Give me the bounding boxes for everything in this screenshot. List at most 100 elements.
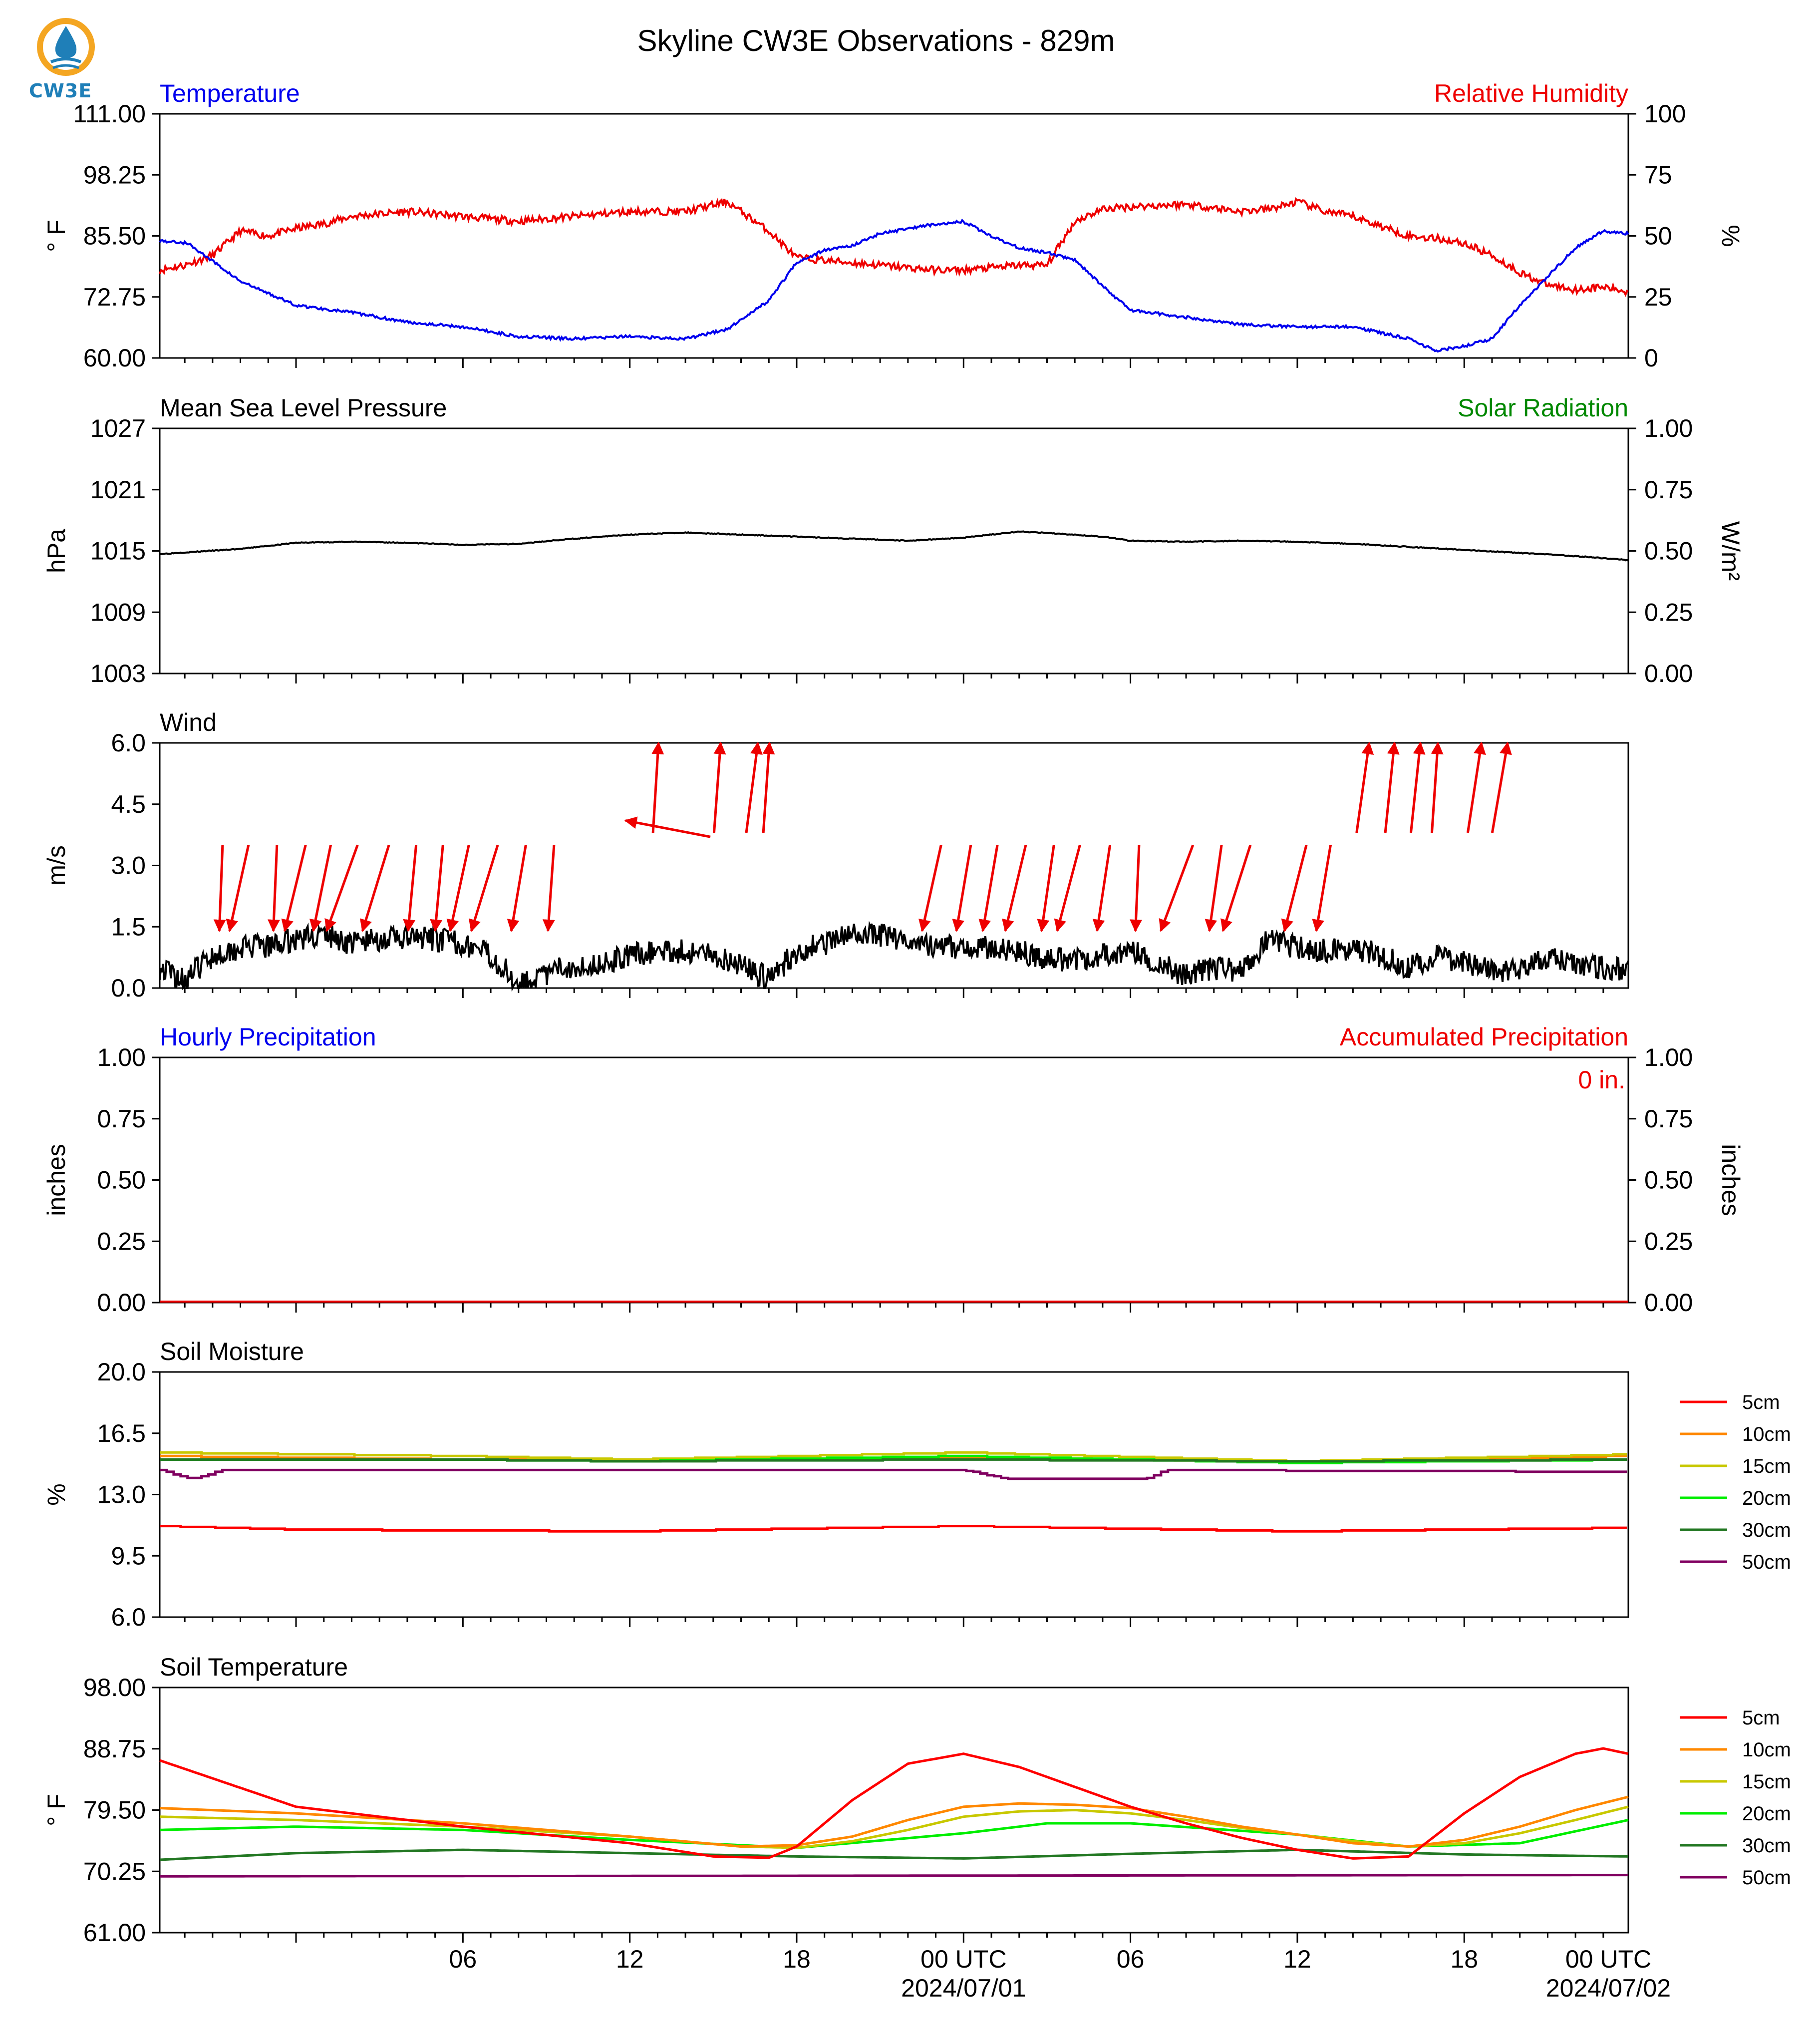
relative-humidity-line	[159, 197, 1629, 297]
soil_moisture-legend-label: 30cm	[1742, 1519, 1791, 1541]
wind-direction-arrow	[542, 845, 556, 932]
wind-direction-arrow	[712, 741, 726, 833]
pressure-right-tick-label: 0.75	[1644, 476, 1693, 504]
wind-direction-arrow	[651, 741, 664, 833]
precip-left-tick-label: 0.25	[97, 1227, 146, 1255]
soil_temp-legend-label: 10cm	[1742, 1739, 1791, 1761]
precip-total-label: 0 in.	[1578, 1066, 1625, 1094]
temp_rh-left-tick-label: 85.50	[83, 222, 146, 250]
soil_temp-left-title: Soil Temperature	[160, 1653, 348, 1681]
wind-direction-arrow	[226, 845, 250, 932]
pressure-right-tick-label: 0.00	[1644, 660, 1693, 687]
precip-left-tick-label: 0.50	[97, 1166, 146, 1194]
temp_rh-left-tick-label: 60.00	[83, 344, 146, 372]
soil_moisture-legend-label: 5cm	[1742, 1391, 1780, 1413]
wind-direction-arrow	[1312, 845, 1332, 932]
pressure-axes-frame	[159, 427, 1629, 675]
soil_temp-left-tick-label: 79.50	[83, 1796, 146, 1824]
precip-left-y-label: inches	[42, 1144, 70, 1216]
precip-left-tick-label: 0.75	[97, 1105, 146, 1133]
wind-direction-arrow	[309, 845, 332, 932]
wind-direction-arrow	[468, 844, 499, 932]
precip-right-y-label: inches	[1717, 1144, 1745, 1216]
temp_rh-right-y-label: %	[1717, 225, 1745, 247]
wind-left-tick-label: 4.5	[111, 790, 146, 818]
wind-direction-arrow	[1092, 845, 1112, 932]
wind-direction-arrow	[360, 844, 390, 932]
wind-direction-arrow	[762, 741, 775, 833]
precip-right-tick-label: 0.25	[1644, 1227, 1693, 1255]
soil_moisture-left-tick-label: 9.5	[111, 1542, 146, 1570]
x-tick-label: 06	[449, 1945, 477, 1973]
wind-direction-arrow	[918, 845, 942, 932]
wind-direction-arrow	[745, 741, 763, 833]
soil-moisture-5cm-line	[160, 1525, 1627, 1533]
temperature-line	[159, 218, 1629, 353]
wind-direction-arrow	[324, 844, 359, 932]
precip-right-tick-label: 0.75	[1644, 1105, 1693, 1133]
precip-left-tick-label: 1.00	[97, 1043, 146, 1071]
cw3e-logo-icon	[37, 18, 95, 76]
pressure-left-y-label: hPa	[42, 529, 70, 573]
soil_temp-legend-label: 20cm	[1742, 1803, 1791, 1825]
soil_temp-left-tick-label: 98.00	[83, 1674, 146, 1701]
x-tick-label: 00 UTC	[920, 1945, 1006, 1973]
soil_temp-legend-label: 50cm	[1742, 1867, 1791, 1889]
soil_moisture-left-tick-label: 20.0	[97, 1358, 146, 1386]
precip-right-tick-label: 0.00	[1644, 1289, 1693, 1317]
x-tick-label: 12	[1283, 1945, 1311, 1973]
wind-direction-arrow	[978, 845, 999, 932]
pressure-right-title: Solar Radiation	[1458, 394, 1628, 422]
pressure-right-tick-label: 1.00	[1644, 414, 1693, 442]
temp_rh-right-tick-label: 75	[1644, 161, 1672, 189]
wind-left-tick-label: 3.0	[111, 852, 146, 880]
temp_rh-left-title: Temperature	[160, 79, 300, 107]
soil-temp-30cm-line	[159, 1848, 1629, 1861]
pressure-left-tick-label: 1021	[90, 476, 146, 504]
wind-direction-arrow	[281, 844, 307, 932]
wind-direction-arrow	[1220, 844, 1252, 932]
soil_temp-legend-label: 30cm	[1742, 1835, 1791, 1857]
wind-direction-arrow	[430, 845, 444, 932]
temp_rh-right-tick-label: 50	[1644, 222, 1672, 250]
precip-left-title: Hourly Precipitation	[160, 1023, 376, 1051]
pressure-line	[159, 530, 1629, 562]
logo-text: CW3E	[29, 80, 92, 102]
temp_rh-right-tick-label: 100	[1644, 100, 1686, 128]
soil-temp-50cm-line	[160, 1874, 1629, 1878]
pressure-left-tick-label: 1015	[90, 537, 146, 565]
wind-direction-arrow	[1281, 844, 1308, 932]
wind-left-tick-label: 6.0	[111, 729, 146, 757]
x-tick-label: 18	[783, 1945, 811, 1973]
wind-left-y-label: m/s	[42, 845, 70, 886]
x-tick-label: 00 UTC	[1565, 1945, 1651, 1973]
wind-direction-arrow	[1384, 741, 1400, 833]
soil_temp-legend-label: 15cm	[1742, 1771, 1791, 1793]
x-date-label: 2024/07/01	[901, 1974, 1026, 2002]
soil-moisture-30cm-line	[160, 1458, 1627, 1463]
soil_moisture-left-y-label: %	[42, 1483, 70, 1505]
wind-axes-frame	[159, 742, 1629, 989]
wind-direction-arrow	[446, 845, 470, 932]
wind-direction-arrow	[1355, 741, 1374, 833]
wind-direction-arrow	[1409, 741, 1426, 833]
soil_temp-left-y-label: ° F	[42, 1794, 70, 1826]
soil_temp-legend-label: 5cm	[1742, 1707, 1780, 1729]
x-tick-label: 12	[616, 1945, 644, 1973]
pressure-left-tick-label: 1003	[90, 660, 146, 687]
wind-direction-arrow	[507, 845, 527, 932]
x-tick-label: 18	[1450, 1945, 1478, 1973]
wind-direction-arrow	[1130, 845, 1143, 932]
pressure-left-title: Mean Sea Level Pressure	[160, 394, 447, 422]
temp_rh-right-title: Relative Humidity	[1434, 79, 1628, 107]
soil_moisture-axes-frame	[159, 1371, 1629, 1618]
temp_rh-right-tick-label: 25	[1644, 283, 1672, 311]
wind-direction-arrow	[1002, 845, 1027, 932]
pressure-left-tick-label: 1009	[90, 598, 146, 626]
wind-direction-arrow	[1430, 741, 1444, 833]
wind-left-tick-label: 1.5	[111, 913, 146, 941]
wind-direction-arrow	[268, 845, 281, 932]
pressure-right-y-label: W/m²	[1717, 521, 1745, 581]
soil_moisture-legend-label: 10cm	[1742, 1423, 1791, 1445]
